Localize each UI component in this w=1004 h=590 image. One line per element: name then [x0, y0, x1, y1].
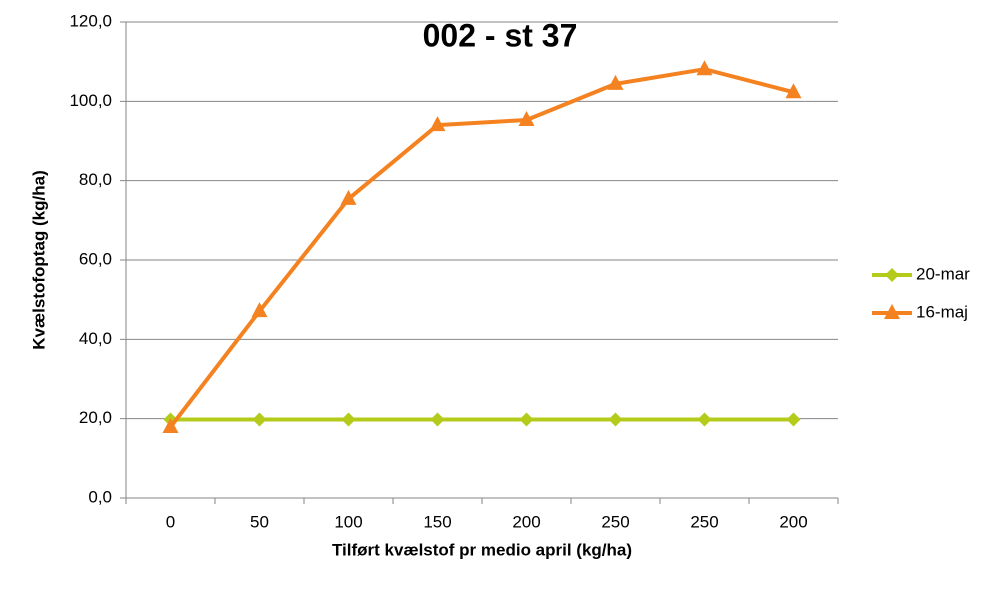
x-axis-label: Tilført kvælstof pr medio april (kg/ha)	[332, 540, 632, 559]
point	[340, 189, 357, 205]
point	[341, 412, 356, 427]
x-tick-label: 200	[512, 512, 540, 531]
line	[168, 67, 795, 429]
point	[696, 60, 713, 76]
x-tick-label: 50	[250, 512, 269, 531]
y-tick-label: 80,0	[79, 170, 112, 189]
legend-label: 16-maj	[916, 302, 968, 321]
legend-label: 20-mar	[916, 264, 970, 283]
x-tick-label: 200	[779, 512, 807, 531]
y-tick-label: 20,0	[79, 408, 112, 427]
point	[519, 412, 534, 427]
x-tick-label: 100	[334, 512, 362, 531]
legend-marker	[884, 304, 900, 319]
point	[162, 417, 179, 433]
x-tick-label: 0	[166, 512, 175, 531]
point	[430, 412, 445, 427]
y-axis-label: Kvælstofoptag (kg/ha)	[29, 170, 48, 349]
x-tick-label: 150	[423, 512, 451, 531]
point	[786, 412, 801, 427]
point	[252, 412, 267, 427]
point	[607, 74, 624, 90]
y-tick-label: 40,0	[79, 329, 112, 348]
point	[518, 110, 535, 126]
point	[785, 83, 802, 99]
chart-title: 002 - st 37	[423, 17, 578, 53]
legend-marker	[885, 268, 899, 282]
point	[697, 412, 712, 427]
y-tick-label: 0,0	[88, 487, 112, 506]
x-tick-label: 250	[601, 512, 629, 531]
y-tick-label: 120,0	[69, 11, 112, 30]
point	[608, 412, 623, 427]
point	[429, 116, 446, 132]
y-tick-label: 100,0	[69, 91, 112, 110]
y-tick-label: 60,0	[79, 249, 112, 268]
point	[251, 302, 268, 318]
x-tick-label: 250	[690, 512, 718, 531]
